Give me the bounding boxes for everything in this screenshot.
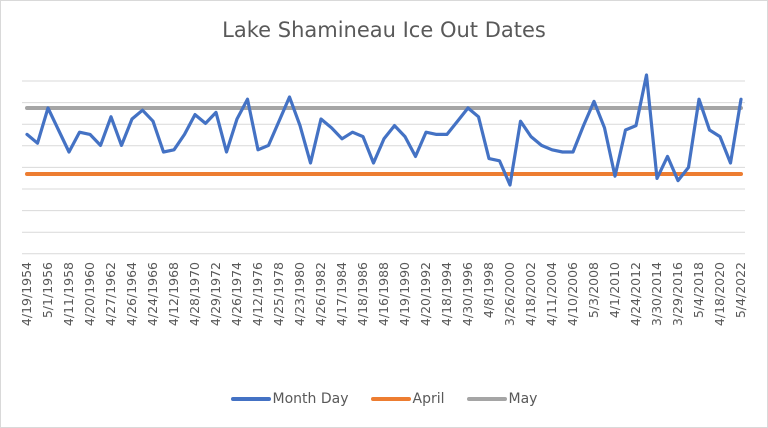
legend-label: Month Day xyxy=(272,391,349,407)
x-tick-label: 4/1/2010 xyxy=(607,262,622,318)
x-tick-label: 4/20/1960 xyxy=(82,262,97,326)
legend-item-month-day[interactable]: Month Day xyxy=(230,391,349,407)
x-tick-label: 5/1/1956 xyxy=(40,262,55,318)
x-tick-label: 4/26/1974 xyxy=(229,262,244,326)
month-day-series-line xyxy=(25,73,743,187)
x-tick-label: 4/18/1986 xyxy=(355,262,370,326)
x-tick-label: 4/26/1982 xyxy=(313,262,328,326)
x-tick-label: 4/29/1972 xyxy=(208,262,223,326)
legend-swatch-may xyxy=(466,397,507,401)
x-tick-label: 4/10/2006 xyxy=(565,262,580,326)
x-tick-label: 3/30/2014 xyxy=(649,262,664,326)
x-tick-label: 4/12/1968 xyxy=(166,262,181,326)
x-tick-label: 4/24/1966 xyxy=(145,262,160,326)
legend-swatch-april xyxy=(370,397,411,401)
x-tick-label: 4/28/1970 xyxy=(187,262,202,326)
legend-label: May xyxy=(508,391,538,407)
x-tick-label: 4/19/1990 xyxy=(397,262,412,326)
x-tick-label: 4/8/1998 xyxy=(481,262,496,318)
x-tick-label: 4/16/1988 xyxy=(376,262,391,326)
x-tick-label: 5/3/2008 xyxy=(586,262,601,318)
legend-swatch-month-day xyxy=(230,397,271,401)
x-tick-label: 4/18/2002 xyxy=(523,262,538,326)
x-tick-label: 3/26/2000 xyxy=(502,262,517,326)
x-tick-label: 4/12/1976 xyxy=(250,262,265,326)
x-tick-label: 4/23/1980 xyxy=(292,262,307,326)
x-tick-label: 4/24/2012 xyxy=(628,262,643,326)
legend-item-may[interactable]: May xyxy=(466,391,538,407)
x-tick-label: 3/29/2016 xyxy=(670,262,685,326)
x-tick-label: 5/4/2022 xyxy=(733,262,748,318)
x-tick-label: 4/27/1962 xyxy=(103,262,118,326)
x-tick-label: 4/11/2004 xyxy=(544,262,559,326)
x-tick-label: 4/18/1994 xyxy=(439,262,454,326)
x-tick-label: 4/20/1992 xyxy=(418,262,433,326)
chart-title: Lake Shamineau Ice Out Dates xyxy=(222,18,546,42)
legend-label: April xyxy=(412,391,445,407)
x-tick-label: 4/25/1978 xyxy=(271,262,286,326)
x-tick-label: 4/18/2020 xyxy=(712,262,727,326)
legend-item-april[interactable]: April xyxy=(370,391,445,407)
legend: Month Day April May xyxy=(0,391,768,407)
x-tick-label: 4/19/1954 xyxy=(19,262,34,326)
x-tick-label: 5/4/2018 xyxy=(691,262,706,318)
x-tick-label: 4/26/1964 xyxy=(124,262,139,326)
x-tick-label: 4/11/1958 xyxy=(61,262,76,326)
x-tick-label: 4/17/1984 xyxy=(334,262,349,326)
x-tick-label: 4/30/1996 xyxy=(460,262,475,326)
